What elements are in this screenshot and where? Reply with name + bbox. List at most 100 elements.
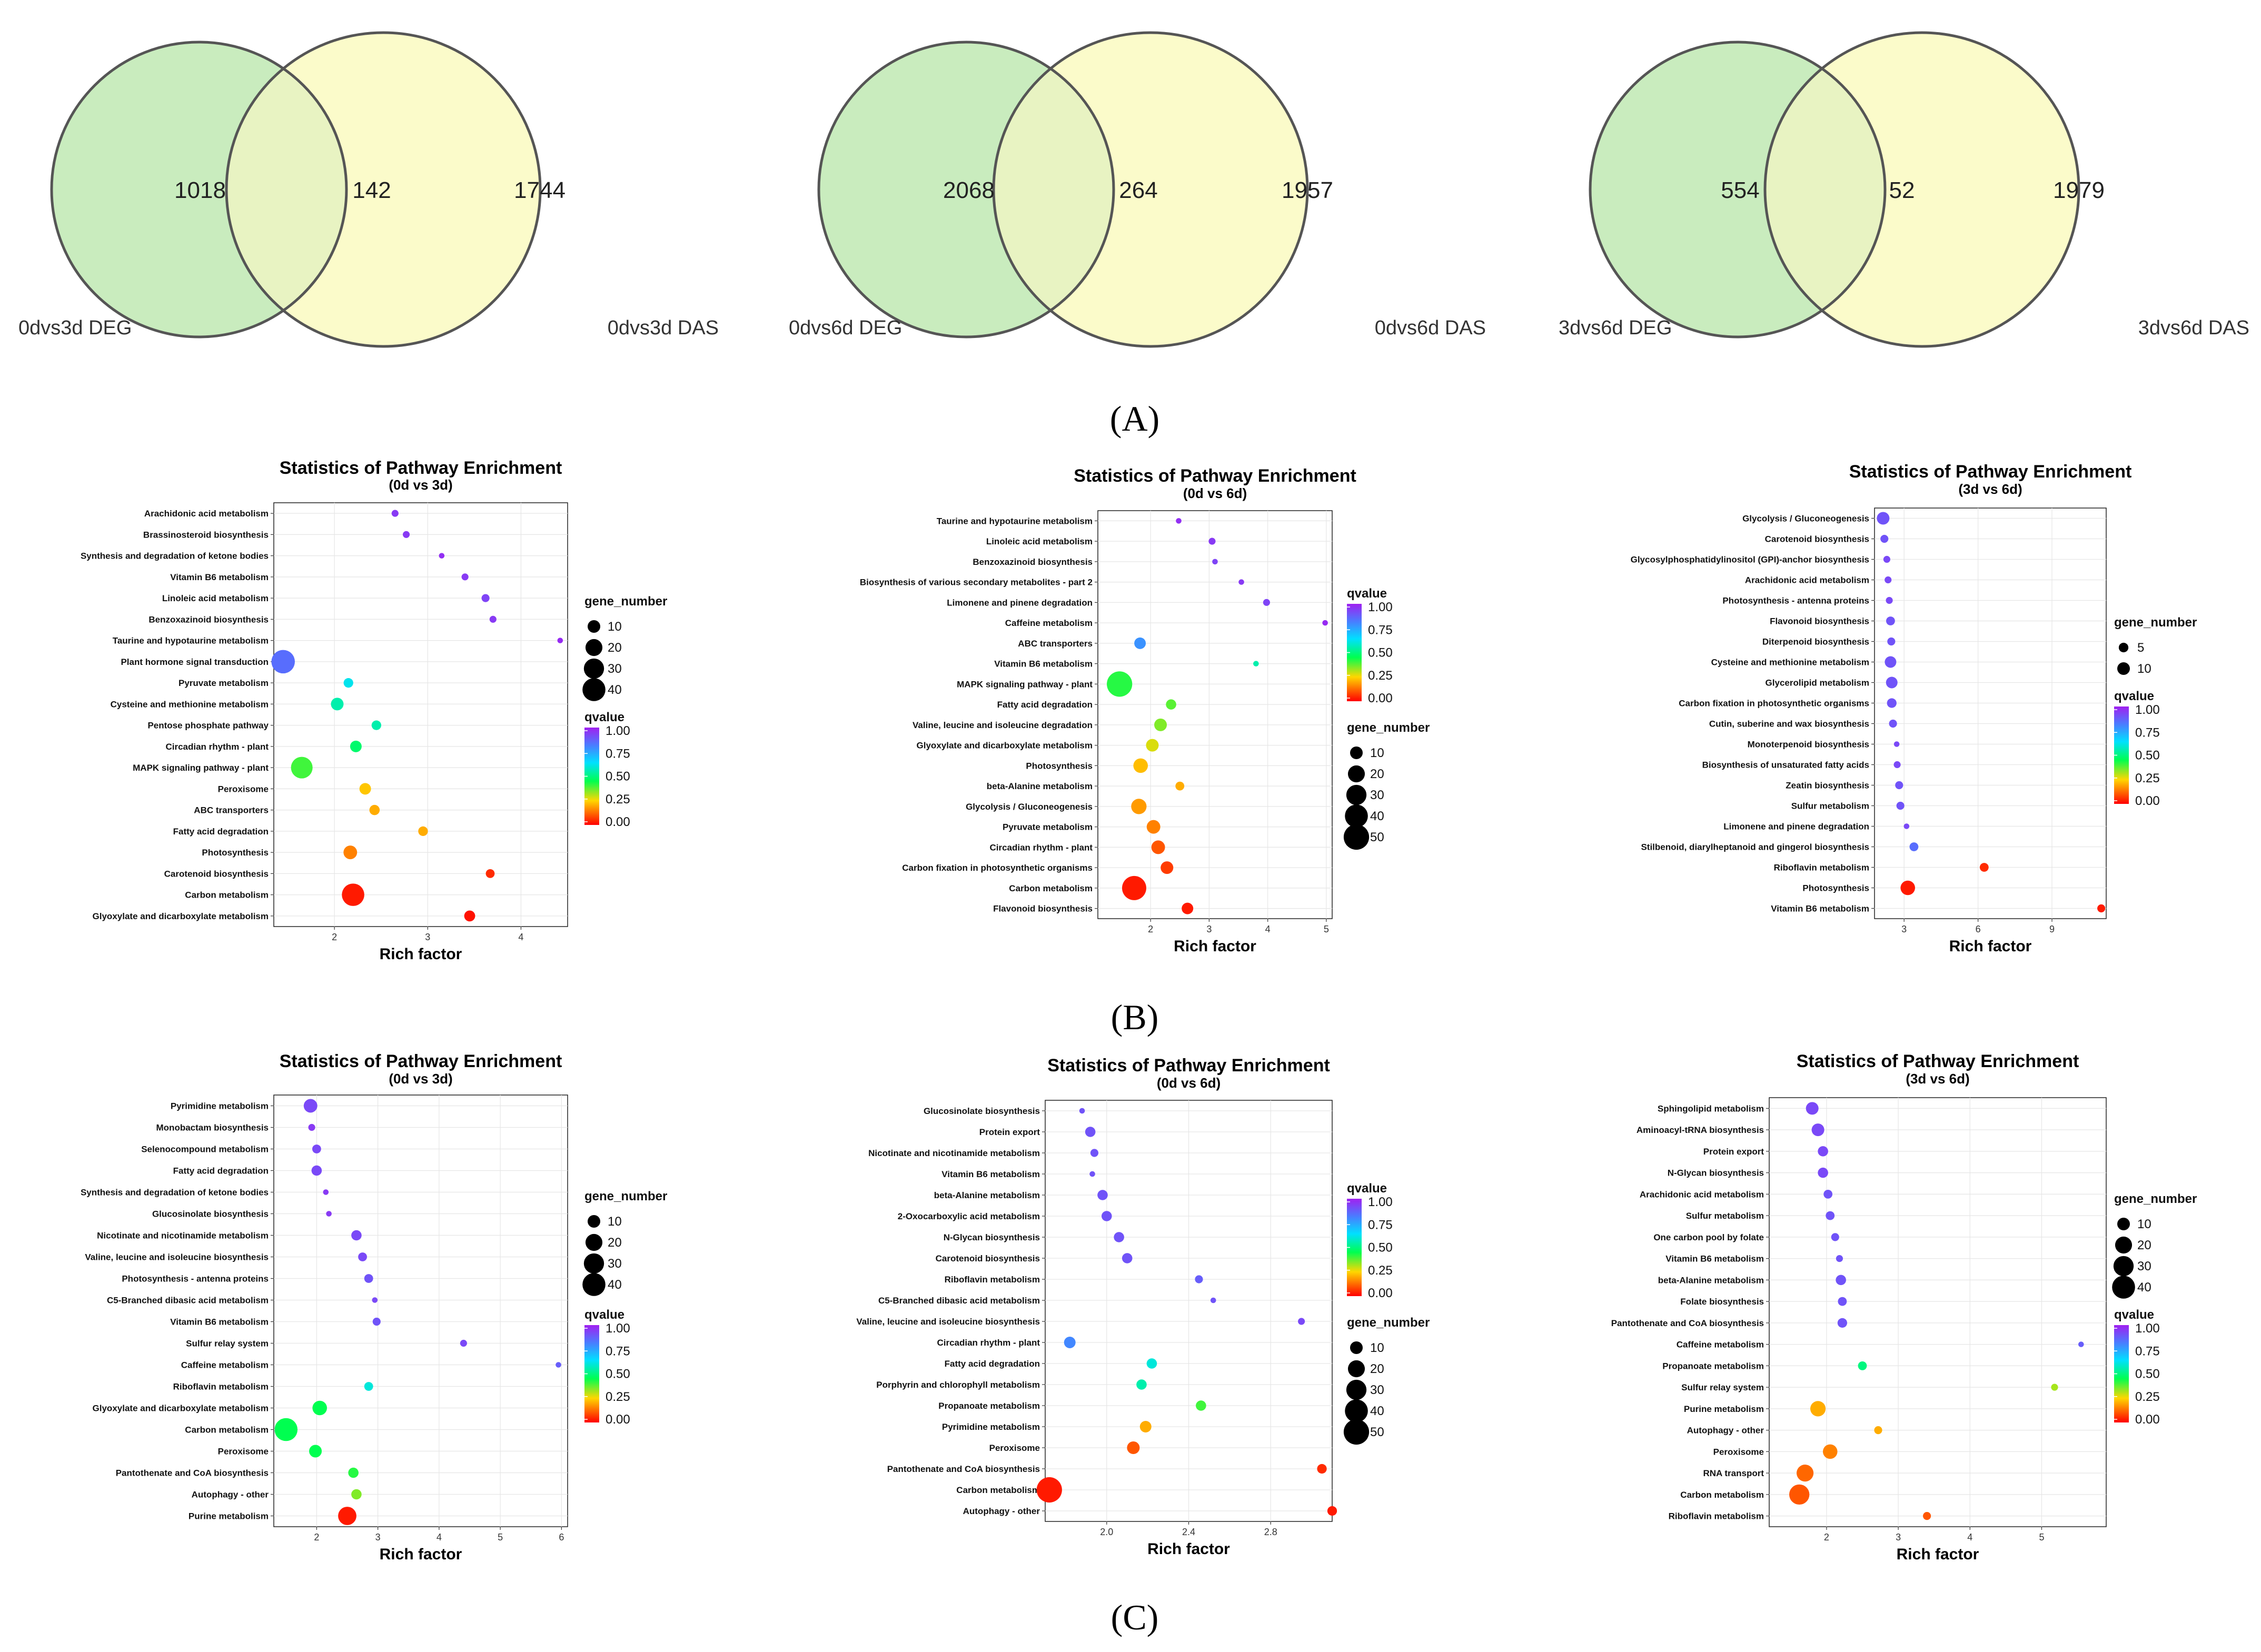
y-tick-label: MAPK signaling pathway - plant [957,679,1093,689]
y-tick-label: Synthesis and degradation of ketone bodi… [81,551,269,561]
y-tick-label: Linoleic acid metabolism [162,593,269,603]
venn-left-count: 554 [1721,177,1759,203]
size-legend-label: 30 [608,1257,622,1271]
size-legend-label: 20 [1370,767,1384,781]
data-point [1064,1337,1076,1348]
color-legend-label: 0.50 [1368,646,1393,660]
data-point [1122,875,1146,900]
data-point [1151,840,1165,854]
y-tick-label: Fatty acid degradation [945,1359,1040,1369]
y-tick-label: Carbon metabolism [1009,883,1093,893]
data-point [1889,719,1897,728]
data-point [1818,1146,1828,1157]
size-legend-dot [2117,662,2130,675]
y-tick-label: Caffeine metabolism [181,1360,269,1370]
color-legend-title: qvalue [584,1308,624,1322]
y-tick-label: Carbon metabolism [185,1425,269,1435]
data-point [1210,1297,1216,1303]
color-legend-label: 1.00 [2135,703,2160,717]
venn-diagram-2: 2068 264 1957 0dvs6d DEG 0dvs6d DAS [789,31,1486,348]
y-tick-label: Sulfur metabolism [1686,1211,1764,1221]
y-tick-label: Photosynthesis - antenna proteins [122,1274,269,1284]
y-tick-label: Valine, leucine and isoleucine degradati… [913,720,1093,730]
data-point [461,573,469,581]
data-point [364,1382,373,1391]
y-tick-label: Autophagy - other [1687,1426,1764,1436]
y-tick-label: Vitamin B6 metabolism [1665,1254,1764,1264]
data-point [1127,1441,1140,1455]
color-legend-label: 0.25 [2135,771,2160,785]
data-point [1133,758,1148,773]
size-legend-dot [1345,1399,1368,1422]
size-legend-dot [1346,784,1367,805]
size-legend-dot [583,1253,604,1274]
data-point [1831,1233,1839,1241]
y-tick-label: RNA transport [1703,1468,1764,1478]
y-tick-label: Arachidonic acid metabolism [144,509,269,519]
data-point [1822,1444,1838,1459]
data-point [1823,1189,1833,1199]
data-point [1090,1149,1098,1157]
color-legend-label: 0.25 [606,792,630,807]
y-tick-label: Autophagy - other [192,1490,269,1500]
data-point [331,698,344,711]
color-legend-label: 1.00 [1368,1195,1393,1209]
data-point [326,1211,332,1217]
size-legend-dot [1343,824,1370,850]
size-legend-dot [1347,1360,1365,1378]
color-legend-label: 0.50 [606,770,630,784]
size-legend-label: 20 [2137,1238,2151,1252]
color-legend-label: 1.00 [1368,600,1393,614]
size-legend-label: 40 [2137,1280,2151,1295]
y-tick-label: Monobactam biosynthesis [156,1123,269,1133]
data-point [271,650,295,674]
data-point [1182,902,1194,914]
venn-overlap [1765,42,1885,337]
y-tick-label: Photosynthesis [1802,883,1869,893]
size-legend-label: 40 [1370,809,1384,823]
y-tick-label: ABC transporters [194,805,269,815]
y-tick-label: Pyrimidine metabolism [942,1422,1040,1432]
data-point [309,1445,322,1458]
data-point [1101,1211,1112,1221]
plot-area [273,1094,568,1527]
y-tick-label: Limonene and pinene degradation [1723,822,1869,832]
data-point [1979,863,1989,872]
color-legend-label: 0.00 [1368,691,1393,705]
enrichment-chart-c-0d-vs-3d: Statistics of Pathway Enrichment(0d vs 3… [81,1051,667,1563]
y-tick-label: Pentose phosphate pathway [147,721,269,731]
data-point [1886,676,1898,689]
y-tick-label: Peroxisome [218,1447,269,1457]
size-legend-label: 5 [2137,641,2144,655]
venn-right-count: 1979 [2053,177,2105,203]
x-tick-label: 9 [2049,924,2055,934]
data-point [303,1099,318,1113]
venn-intersect-count: 142 [352,177,391,203]
x-axis-label: Rich factor [1897,1546,1979,1563]
y-tick-label: Vitamin B6 metabolism [170,1317,269,1327]
data-point [372,1297,378,1303]
plot-area [273,502,568,927]
y-tick-label: Carotenoid biosynthesis [164,869,269,879]
x-tick-label: 3 [1206,924,1212,934]
x-tick-label: 2 [1824,1532,1829,1542]
y-tick-label: MAPK signaling pathway - plant [133,763,269,773]
data-point [312,1400,327,1416]
y-tick-label: Caffeine metabolism [1005,618,1093,628]
size-legend-dot [1343,1419,1370,1445]
color-legend-title: qvalue [1347,1181,1387,1196]
size-legend-label: 40 [1370,1404,1384,1418]
color-legend-label: 0.00 [606,815,630,829]
x-tick-label: 2.0 [1100,1527,1113,1537]
y-tick-label: Autophagy - other [963,1506,1040,1516]
y-tick-label: Arachidonic acid metabolism [1745,575,1869,585]
data-point [1317,1464,1327,1474]
data-point [1161,861,1174,874]
data-point [1811,1123,1824,1137]
y-tick-label: beta-Alanine metabolism [934,1190,1040,1200]
y-tick-label: Porphyrin and chlorophyll metabolism [876,1380,1040,1390]
data-point [1797,1465,1814,1482]
y-tick-label: Taurine and hypotaurine metabolism [937,516,1093,526]
chart-subtitle: (3d vs 6d) [1958,481,2022,497]
y-tick-label: Peroxisome [989,1443,1040,1453]
